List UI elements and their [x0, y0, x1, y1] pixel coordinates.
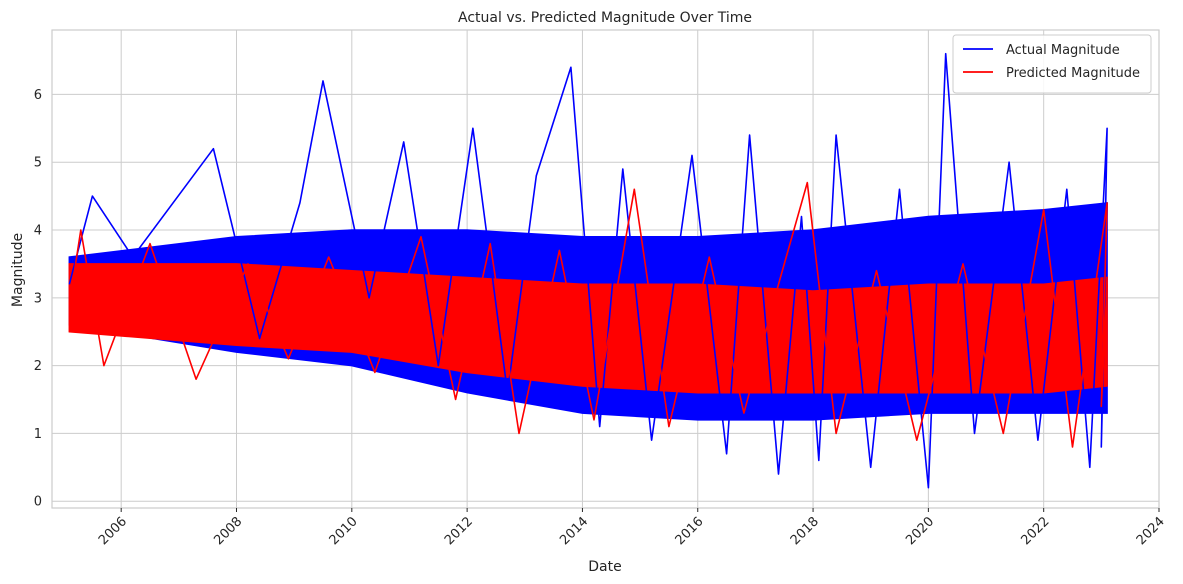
y-axis-ticks: 0 1 2 3 4 5 6: [34, 88, 42, 510]
x-tick-label: 2024: [1134, 514, 1168, 548]
y-tick-label: 4: [34, 224, 42, 239]
x-tick-label: 2018: [788, 514, 822, 548]
series-predicted-line: [68, 181, 1108, 448]
y-axis-label: Magnitude: [10, 233, 26, 307]
x-tick-label: 2008: [211, 514, 245, 548]
series-actual-line: [68, 52, 1108, 489]
legend: Actual Magnitude Predicted Magnitude: [952, 34, 1152, 94]
y-tick-label: 6: [34, 88, 42, 103]
x-tick-label: 2014: [557, 514, 591, 548]
legend-label-actual: Actual Magnitude: [1006, 43, 1120, 58]
x-axis-label: Date: [588, 559, 621, 575]
x-tick-label: 2016: [673, 514, 707, 548]
y-tick-label: 3: [34, 291, 42, 306]
plot-frame: [51, 29, 1160, 509]
y-tick-label: 5: [34, 156, 42, 171]
chart-title: Actual vs. Predicted Magnitude Over Time: [458, 10, 752, 26]
y-tick-label: 1: [34, 427, 42, 442]
legend-box: [952, 34, 1152, 94]
y-tick-label: 0: [34, 495, 42, 510]
y-tick-label: 2: [34, 359, 42, 374]
x-axis-ticks: 2006 2008 2010 2012 2014 2016 2018 2020 2022 2024: [96, 508, 1168, 548]
x-tick-label: 2022: [1019, 514, 1053, 548]
x-tick-label: 2020: [903, 514, 937, 548]
legend-label-predicted: Predicted Magnitude: [1006, 66, 1140, 81]
x-tick-label: 2006: [96, 514, 130, 548]
x-tick-label: 2012: [442, 514, 476, 548]
x-tick-label: 2010: [327, 514, 361, 548]
series-layer: [68, 52, 1108, 489]
